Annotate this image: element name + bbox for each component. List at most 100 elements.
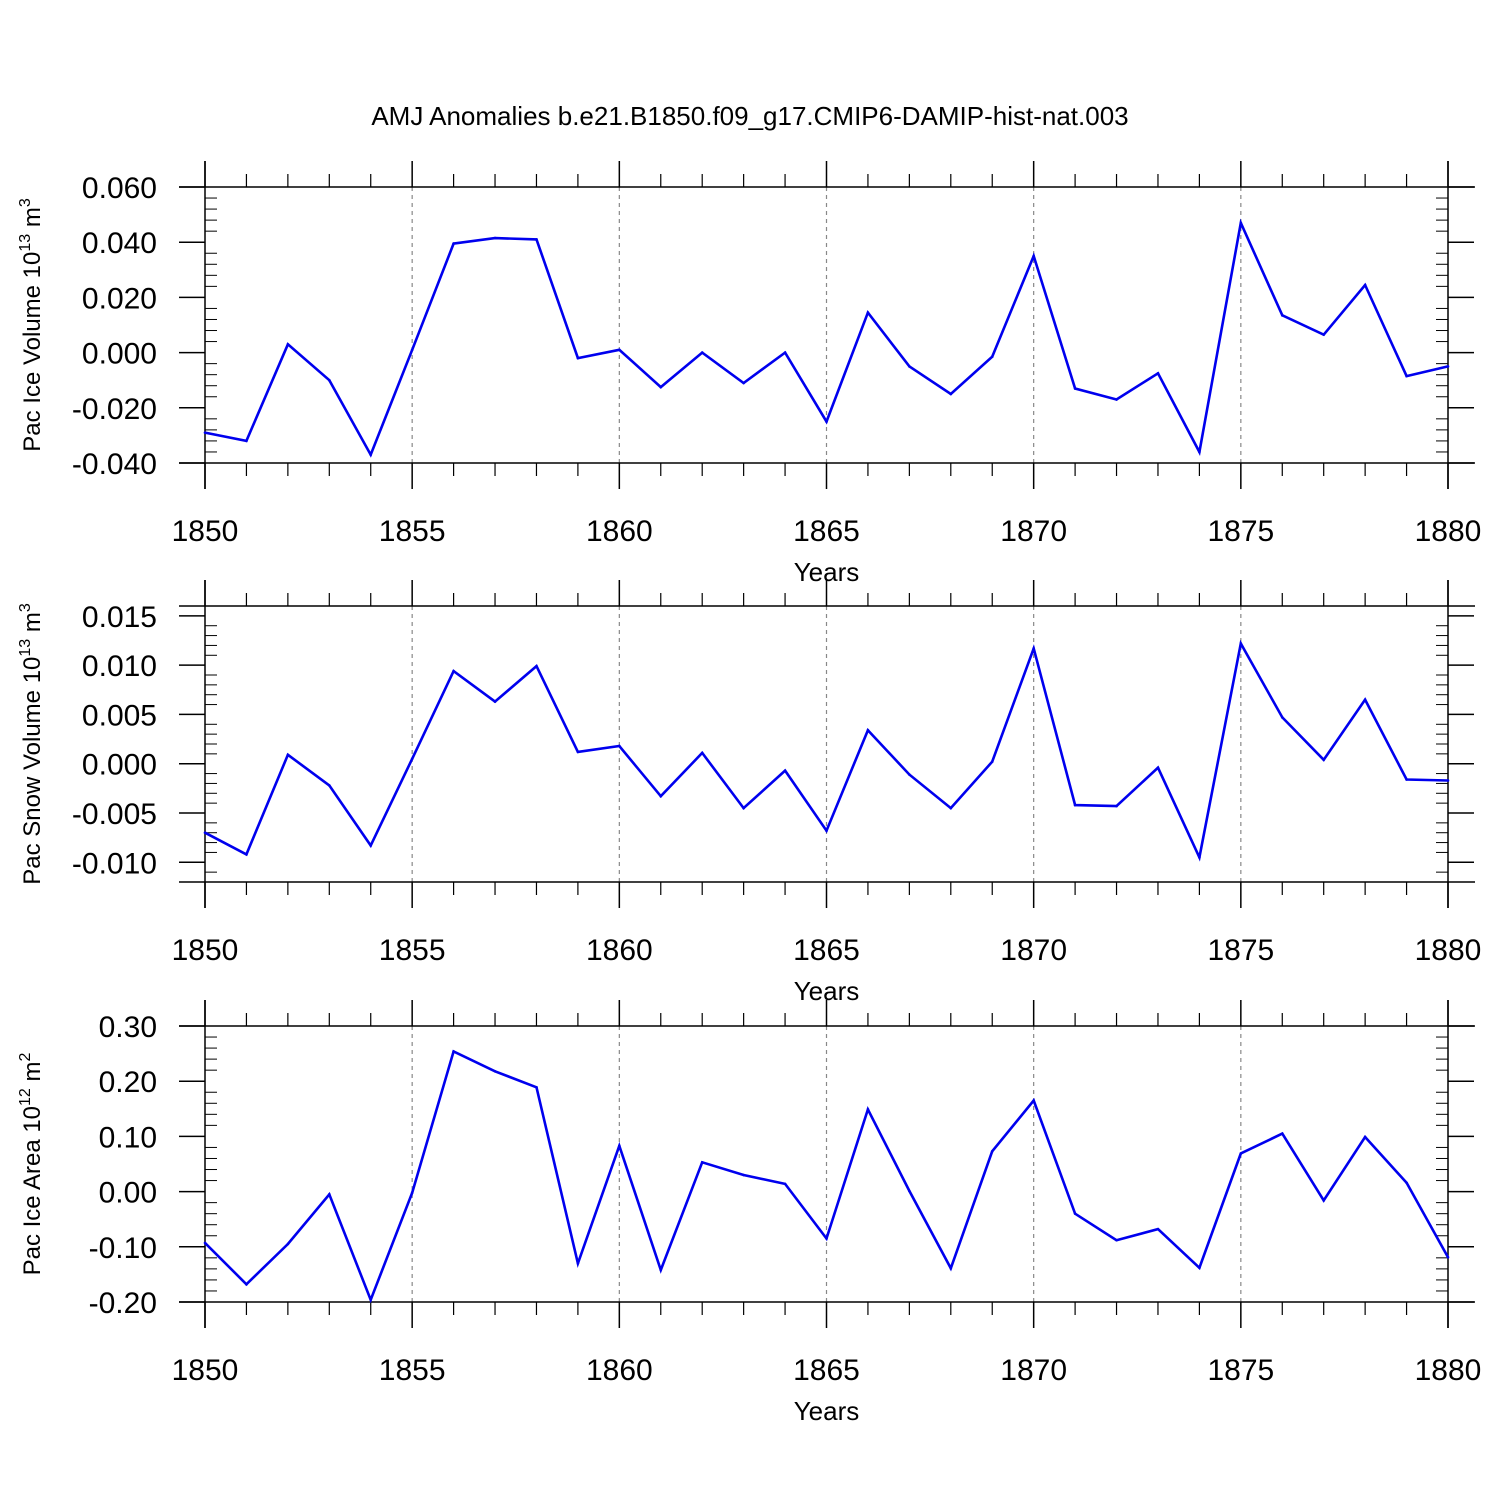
- data-point: [659, 794, 663, 798]
- data-point: [1198, 1266, 1201, 1270]
- data-point: [203, 1241, 207, 1245]
- x-tick-label: 1850: [172, 515, 239, 548]
- data-point: [1322, 1199, 1325, 1202]
- data-point: [452, 242, 455, 245]
- y-tick-label: -0.040: [72, 448, 157, 481]
- x-tick-label: 1850: [172, 1354, 239, 1387]
- data-point: [1032, 1099, 1035, 1102]
- x-tick-label: 1880: [1415, 515, 1482, 548]
- y-tick-label: 0.060: [82, 172, 157, 205]
- data-point: [1198, 450, 1201, 454]
- data-point: [1363, 283, 1367, 287]
- y-axis-label: Pac Ice Area 1012 m2: [17, 1052, 46, 1275]
- data-point: [328, 784, 331, 787]
- data-point: [576, 1262, 580, 1265]
- data-point: [659, 1268, 663, 1272]
- data-point: [493, 236, 497, 240]
- data-point: [1115, 804, 1118, 808]
- data-point: [1280, 314, 1284, 317]
- panels: -0.040 -0.020 0.000 0.020 0.040 0.060 1850 1855…: [17, 161, 1481, 1426]
- data-point: [908, 773, 911, 776]
- data-point: [825, 1237, 828, 1240]
- data-point: [535, 664, 538, 668]
- x-tick-label: 1860: [586, 1354, 653, 1387]
- y-axis-label-exponent: 13: [17, 639, 34, 657]
- y-tick-label: -0.20: [89, 1287, 157, 1320]
- chart-panel-2: -0.010 -0.005 0.000 0.005 0.010 0.015 1850 1855…: [17, 580, 1481, 1006]
- data-point: [1446, 1255, 1450, 1259]
- y-axis-label: Pac Ice Volume 1013 m3: [17, 198, 46, 452]
- y-axis-label-unit: m: [19, 1061, 46, 1088]
- data-point: [990, 760, 994, 764]
- data-point: [328, 378, 331, 382]
- data-point: [1198, 856, 1201, 859]
- x-tick-label: 1870: [1000, 515, 1067, 548]
- data-point: [783, 769, 787, 772]
- x-tick-label: 1850: [172, 934, 239, 967]
- y-axis-label-unit: m: [19, 612, 46, 639]
- y-tick-label: -0.10: [89, 1232, 157, 1265]
- data-point: [1280, 1132, 1284, 1135]
- x-tick-label: 1875: [1207, 934, 1274, 967]
- x-tick-label: 1865: [793, 934, 860, 967]
- y-axis-label-unit-exponent: 3: [17, 603, 34, 612]
- data-point: [783, 351, 787, 354]
- y-tick-label: 0.30: [99, 1011, 157, 1044]
- data-point: [1239, 221, 1243, 225]
- data-point: [866, 311, 870, 314]
- data-point: [369, 453, 373, 457]
- data-point: [1156, 1227, 1160, 1231]
- data-point: [825, 829, 828, 833]
- x-tick-label: 1860: [586, 515, 653, 548]
- data-point: [286, 753, 290, 757]
- data-point: [1073, 803, 1077, 807]
- data-point: [866, 728, 870, 732]
- data-point: [1405, 1181, 1408, 1185]
- y-tick-label: -0.005: [72, 798, 157, 831]
- data-point: [1032, 647, 1035, 650]
- y-tick-label: 0.000: [82, 338, 157, 371]
- data-point: [949, 1267, 953, 1270]
- x-tick-label: 1865: [793, 1354, 860, 1387]
- data-point: [410, 348, 414, 352]
- data-point: [203, 431, 207, 434]
- y-tick-label: -0.020: [72, 393, 157, 426]
- data-point: [1073, 1212, 1077, 1215]
- y-axis-label-text: Pac Ice Area 10: [19, 1106, 46, 1275]
- data-point: [1446, 779, 1450, 782]
- y-tick-label: 0.005: [82, 699, 157, 732]
- data-point: [1322, 333, 1325, 336]
- y-tick-label: -0.010: [72, 847, 157, 880]
- data-point: [410, 757, 414, 761]
- data-point: [1405, 778, 1408, 781]
- data-point: [742, 1173, 745, 1177]
- y-axis-label-exponent: 13: [17, 234, 34, 252]
- x-tick-label: 1875: [1207, 1354, 1274, 1387]
- y-axis-label-text: Pac Snow Volume 10: [19, 657, 46, 885]
- data-point: [1115, 398, 1118, 401]
- data-point: [328, 1193, 331, 1196]
- data-point: [1280, 716, 1284, 719]
- y-axis-label-unit-exponent: 3: [17, 198, 34, 207]
- data-point: [369, 1298, 373, 1302]
- data-point: [908, 365, 911, 368]
- y-axis-label-exponent: 12: [17, 1088, 34, 1106]
- data-point: [1363, 1135, 1367, 1139]
- y-tick-label: 0.040: [82, 227, 157, 260]
- data-point: [535, 1085, 538, 1089]
- data-point: [245, 439, 248, 443]
- x-tick-label: 1860: [586, 934, 653, 967]
- data-point: [618, 348, 621, 352]
- y-tick-label: 0.000: [82, 749, 157, 782]
- data-point: [286, 343, 290, 346]
- x-tick-label: 1880: [1415, 934, 1482, 967]
- data-point: [203, 831, 207, 835]
- data-point: [866, 1108, 870, 1111]
- data-point: [618, 744, 621, 748]
- data-point: [700, 1161, 704, 1164]
- y-axis-label-unit: m: [19, 207, 46, 234]
- data-point: [1446, 365, 1450, 368]
- data-point: [618, 1144, 621, 1148]
